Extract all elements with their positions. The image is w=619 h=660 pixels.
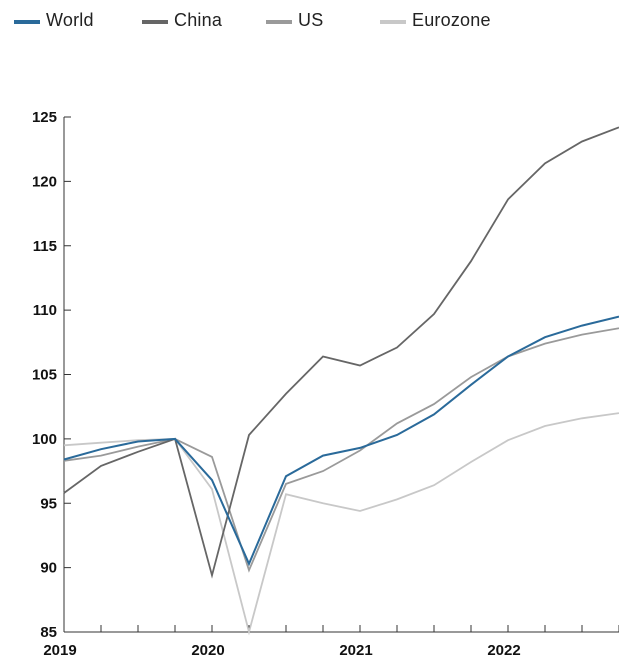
y-tick-label: 110 [33,302,57,319]
legend-label: US [298,9,324,30]
y-tick-label: 105 [32,367,57,384]
legend-swatch [14,20,40,24]
y-tick-label: 95 [40,495,57,512]
x-axis: 2019 2020 2021 2022 [43,625,619,659]
series-lines [63,126,619,636]
legend-item-eurozone: Eurozone [380,8,491,32]
legend: World China US Eurozone [14,8,614,32]
legend-label: Eurozone [412,9,491,30]
x-tick-label: 2021 [339,642,372,659]
y-tick-label: 90 [40,560,57,577]
x-tick-label: 2022 [487,642,520,659]
y-tick-label: 85 [40,624,57,641]
series-line-us [63,327,619,573]
legend-label: China [174,9,223,30]
legend-swatch [266,20,292,24]
y-tick-label: 115 [33,238,57,255]
legend-swatch [142,20,168,24]
y-tick-label: 125 [32,109,57,126]
legend-item-china: China [142,8,222,32]
x-tick-label: 2019 [43,642,76,659]
y-axis: 125 120 115 110 105 100 95 90 85 [32,109,71,641]
series-line-eurozone [63,412,619,636]
legend-item-us: US [266,8,323,32]
y-tick-label: 100 [32,431,57,448]
legend-swatch [380,20,406,24]
legend-item-world: World [14,8,94,32]
legend-label: World [46,9,94,30]
series-line-world [63,315,619,567]
x-tick-label: 2020 [191,642,224,659]
y-tick-label: 120 [32,173,57,190]
series-line-china [63,126,619,579]
